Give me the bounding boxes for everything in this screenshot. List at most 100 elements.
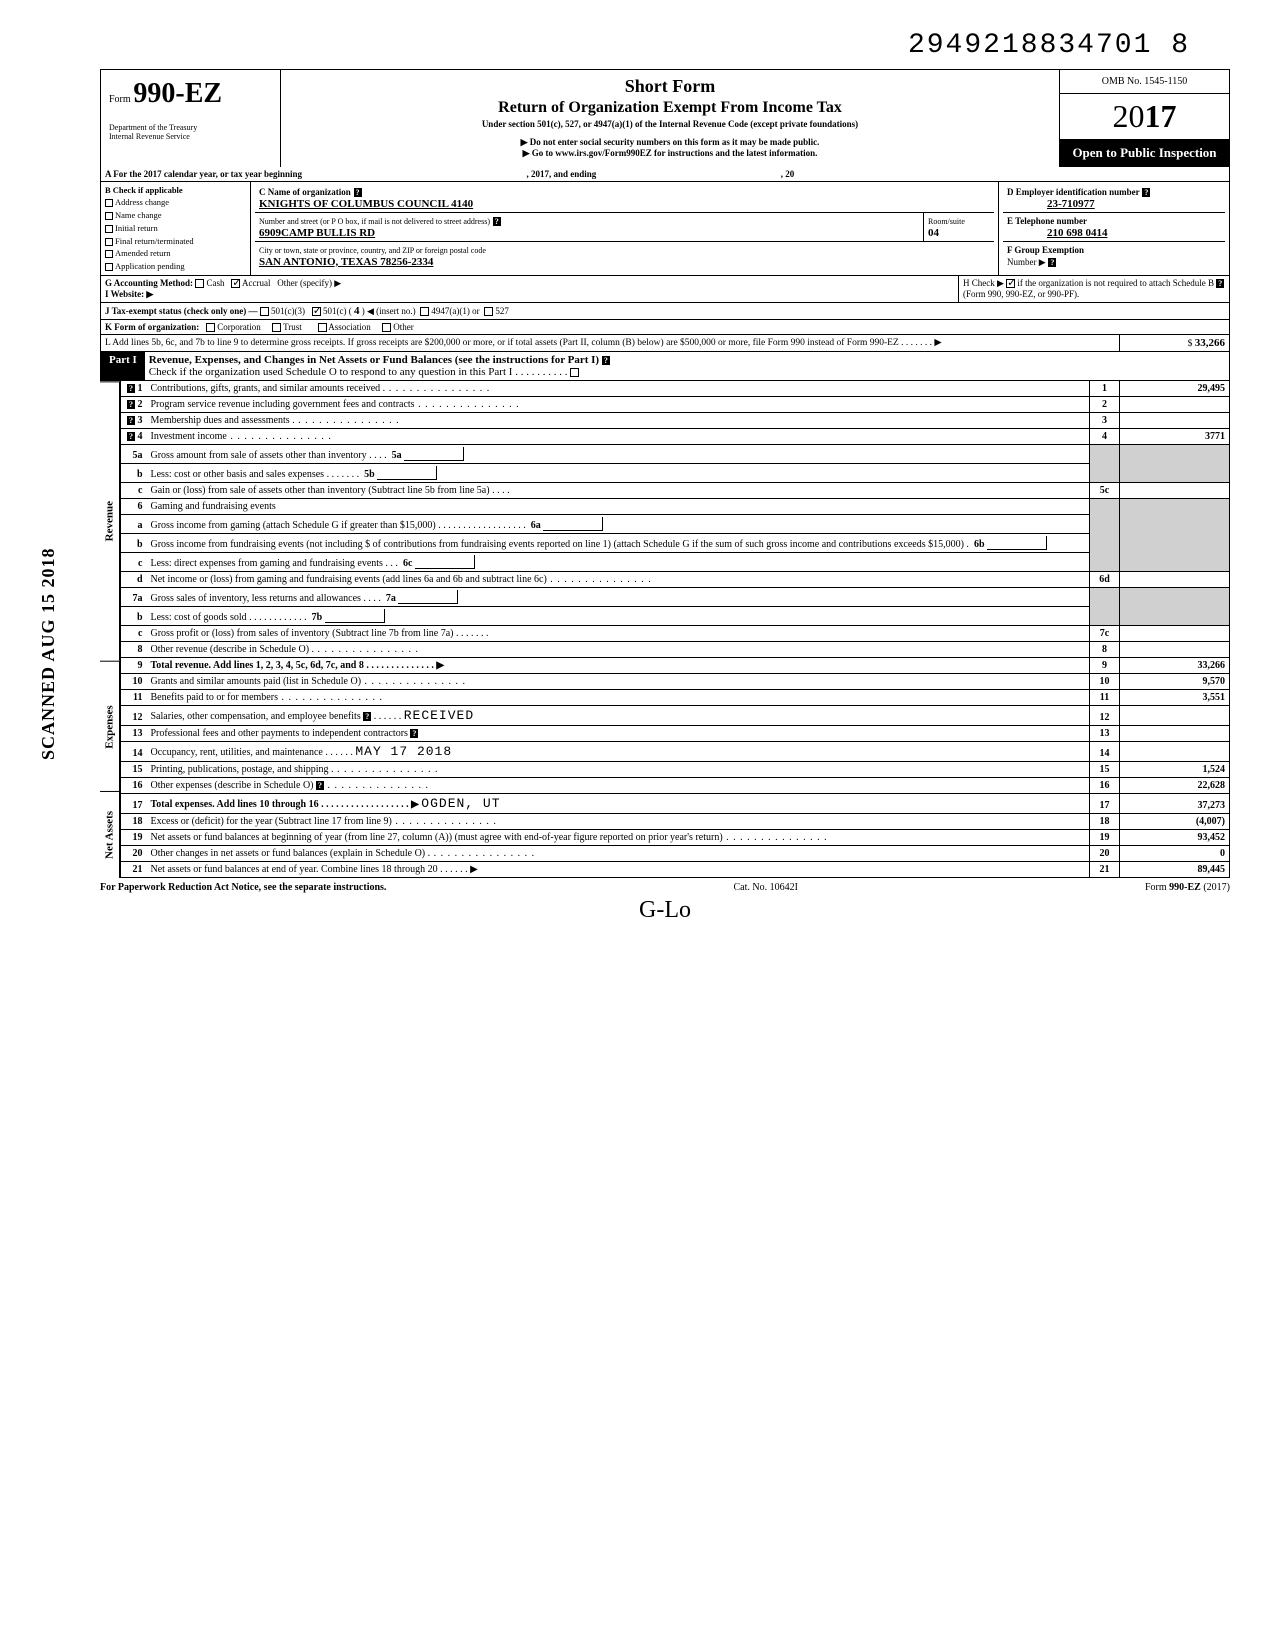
cb-cash[interactable]: [195, 279, 204, 288]
cb-name-change[interactable]: [105, 212, 113, 220]
cb-4947[interactable]: [420, 307, 429, 316]
line-a-2017: , 2017, and ending: [527, 169, 597, 179]
col-f-number: Number ▶: [1007, 257, 1046, 267]
help-icon: ?: [354, 188, 362, 197]
dln-number: 2949218834701 8: [100, 30, 1230, 61]
lbl-initial: Initial return: [115, 223, 158, 233]
ein: 23-710977: [1047, 198, 1095, 210]
cb-amended[interactable]: [105, 250, 113, 258]
table-row: aGross income from gaming (attach Schedu…: [121, 515, 1230, 534]
row-j: J Tax-exempt status (check only one) — 5…: [100, 303, 1230, 320]
lbl-pending: Application pending: [115, 261, 185, 271]
lbl-other-method: Other (specify) ▶: [277, 278, 341, 288]
form-number: 990-EZ: [133, 78, 222, 109]
table-row: cGain or (loss) from sale of assets othe…: [121, 483, 1230, 499]
row-g-h: G Accounting Method: Cash Accrual Other …: [100, 276, 1230, 303]
table-row: bLess: cost of goods sold . . . . . . . …: [121, 607, 1230, 626]
lbl-501c3: 501(c)(3): [271, 306, 305, 316]
table-row: 15Printing, publications, postage, and s…: [121, 762, 1230, 778]
col-c-label: C Name of organization: [259, 187, 351, 197]
title-main: Return of Organization Exempt From Incom…: [287, 99, 1053, 117]
table-row: 14Occupancy, rent, utilities, and mainte…: [121, 742, 1230, 762]
cb-address-change[interactable]: [105, 199, 113, 207]
room-label: Room/suite: [928, 217, 965, 226]
h-text3: (Form 990, 990-EZ, or 990-PF).: [963, 289, 1079, 299]
lbl-cash: Cash: [207, 278, 225, 288]
help-icon: ?: [602, 356, 610, 365]
lbl-assoc: Association: [328, 322, 371, 332]
line-a: A For the 2017 calendar year, or tax yea…: [100, 167, 1230, 182]
table-row: 6Gaming and fundraising events: [121, 499, 1230, 515]
handwritten-initials: G-Lo: [100, 897, 1230, 924]
cb-final[interactable]: [105, 238, 113, 246]
table-row: 10Grants and similar amounts paid (list …: [121, 674, 1230, 690]
room-val: 04: [928, 227, 939, 239]
table-row: dNet income or (loss) from gaming and fu…: [121, 572, 1230, 588]
cb-527[interactable]: [484, 307, 493, 316]
g-label: G Accounting Method:: [105, 278, 193, 288]
part1-label: Part I: [101, 352, 145, 380]
cb-pending[interactable]: [105, 263, 113, 271]
table-row: 8Other revenue (describe in Schedule O) …: [121, 642, 1230, 658]
pra-notice: For Paperwork Reduction Act Notice, see …: [100, 882, 386, 893]
col-d-label: D Employer identification number: [1007, 187, 1140, 197]
form-footer: Form 990-EZ (2017): [1145, 882, 1230, 893]
cb-initial[interactable]: [105, 225, 113, 233]
j-label: J Tax-exempt status (check only one) —: [105, 306, 258, 316]
table-row: 18Excess or (deficit) for the year (Subt…: [121, 814, 1230, 830]
table-row: ? 3Membership dues and assessments .3: [121, 413, 1230, 429]
lbl-name-change: Name change: [115, 210, 162, 220]
city-label: City or town, state or province, country…: [259, 246, 486, 255]
dept-irs: Internal Revenue Service: [109, 133, 272, 142]
table-row: 16Other expenses (describe in Schedule O…: [121, 778, 1230, 794]
table-row: bGross income from fundraising events (n…: [121, 534, 1230, 553]
table-row: ? 4Investment income43771: [121, 429, 1230, 445]
cb-accrual[interactable]: [231, 279, 240, 288]
table-row: 12Salaries, other compensation, and empl…: [121, 706, 1230, 726]
cb-corp[interactable]: [206, 323, 215, 332]
tax-year: 2017: [1060, 94, 1229, 139]
lbl-final: Final return/terminated: [115, 236, 194, 246]
cb-other-org[interactable]: [382, 323, 391, 332]
lbl-501c: 501(c) (: [323, 306, 352, 316]
section-revenue: Revenue: [100, 381, 120, 660]
form-header: Form 990-EZ Department of the Treasury I…: [100, 69, 1230, 167]
col-f-label: F Group Exemption: [1007, 245, 1084, 255]
table-row: cLess: direct expenses from gaming and f…: [121, 553, 1230, 572]
line-a-20: , 20: [781, 169, 795, 179]
cb-sched-o[interactable]: [570, 368, 579, 377]
table-row: 21Net assets or fund balances at end of …: [121, 862, 1230, 878]
part1-body: Revenue Expenses Net Assets ? 1Contribut…: [100, 381, 1230, 878]
part1-check: Check if the organization used Schedule …: [149, 366, 568, 378]
table-row: ? 2Program service revenue including gov…: [121, 397, 1230, 413]
l-amount: 33,266: [1195, 337, 1225, 349]
footer: For Paperwork Reduction Act Notice, see …: [100, 882, 1230, 893]
org-name: KNIGHTS OF COLUMBUS COUNCIL 4140: [259, 198, 473, 210]
table-row: 13Professional fees and other payments t…: [121, 726, 1230, 742]
table-row: 20Other changes in net assets or fund ba…: [121, 846, 1230, 862]
stamp-received: RECEIVED: [404, 708, 474, 723]
lbl-527: 527: [495, 306, 509, 316]
lbl-accrual: Accrual: [242, 278, 270, 288]
col-b-hdr: B Check if applicable: [105, 185, 183, 195]
k-label: K Form of organization:: [105, 322, 199, 332]
section-netassets: Net Assets: [100, 791, 120, 878]
cb-trust[interactable]: [272, 323, 281, 332]
cb-assoc[interactable]: [318, 323, 327, 332]
cb-501c3[interactable]: [260, 307, 269, 316]
cb-no-sched-b[interactable]: [1006, 279, 1015, 288]
help-icon: ?: [1048, 258, 1056, 267]
part1-title: Revenue, Expenses, and Changes in Net As…: [149, 354, 599, 366]
line-a-begin: A For the 2017 calendar year, or tax yea…: [105, 169, 302, 179]
lbl-insert: ) ◀ (insert no.): [362, 306, 416, 316]
lines-table: ? 1Contributions, gifts, grants, and sim…: [120, 381, 1230, 878]
table-row: 17Total expenses. Add lines 10 through 1…: [121, 794, 1230, 814]
l-text: L Add lines 5b, 6c, and 7b to line 9 to …: [101, 335, 1119, 351]
table-row: ? 1Contributions, gifts, grants, and sim…: [121, 381, 1230, 397]
help-icon: ?: [493, 217, 501, 226]
cb-501c[interactable]: [312, 307, 321, 316]
lbl-other-org: Other: [393, 322, 414, 332]
street-address: 6909CAMP BULLIS RD: [259, 227, 375, 239]
section-expenses: Expenses: [100, 661, 120, 792]
row-bcdef: B Check if applicable Address change Nam…: [100, 182, 1230, 276]
